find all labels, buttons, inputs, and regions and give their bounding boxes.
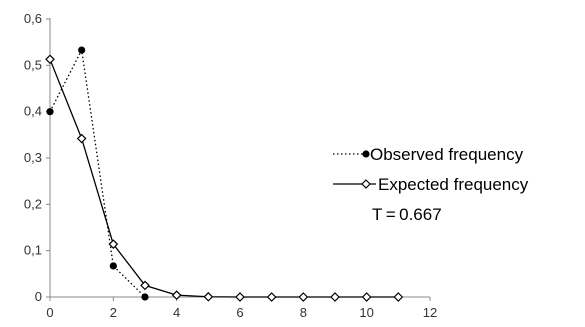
x-tick-label: 2 bbox=[110, 305, 117, 320]
series-lines bbox=[49, 47, 399, 298]
legend-observed-label: Observed frequency bbox=[370, 145, 524, 164]
y-tick-label: 0,3 bbox=[24, 150, 42, 165]
y-tick-label: 0,6 bbox=[24, 11, 42, 26]
y-tick-label: 0 bbox=[35, 289, 42, 304]
expected-point bbox=[140, 280, 150, 291]
x-tick-label: 0 bbox=[46, 305, 53, 320]
observed-point bbox=[46, 108, 54, 116]
x-tick-label: 10 bbox=[359, 305, 373, 320]
expected-point bbox=[330, 292, 340, 302]
legend-expected-label: Expected frequency bbox=[378, 175, 529, 194]
series-markers bbox=[45, 46, 404, 302]
observed-point bbox=[78, 46, 86, 54]
expected-point bbox=[361, 292, 372, 302]
legend-expected-marker bbox=[361, 179, 371, 189]
expected-point bbox=[45, 54, 55, 65]
expected-point bbox=[203, 291, 214, 302]
expected-point bbox=[76, 133, 87, 144]
expected-point bbox=[235, 292, 245, 302]
test-statistic-annotation: T = 0.667 bbox=[372, 205, 442, 224]
expected-point bbox=[393, 292, 404, 302]
y-tick-label: 0,4 bbox=[24, 104, 42, 119]
legend-observed-marker bbox=[362, 150, 370, 158]
expected-point bbox=[108, 239, 119, 250]
y-tick-label: 0,1 bbox=[24, 243, 42, 258]
x-tick-label: 8 bbox=[300, 305, 307, 320]
x-tick-label: 6 bbox=[236, 305, 243, 320]
observed-frequency-line bbox=[49, 47, 146, 298]
legend: Observed frequency Expected frequency bbox=[333, 145, 529, 194]
observed-point bbox=[109, 262, 117, 270]
expected-point bbox=[266, 292, 277, 302]
y-tick-label: 0,2 bbox=[24, 196, 42, 211]
x-tick-label: 4 bbox=[173, 305, 180, 320]
observed-point bbox=[141, 293, 149, 301]
expected-point bbox=[298, 292, 309, 302]
expected-frequency-line bbox=[49, 59, 399, 298]
y-tick-label: 0,5 bbox=[24, 57, 42, 72]
expected-point bbox=[171, 290, 182, 300]
tick-labels: 0 0,1 0,2 0,3 0,4 0,5 0,6 0 2 4 6 8 10 12 bbox=[24, 11, 437, 320]
x-tick-label: 12 bbox=[423, 305, 437, 320]
